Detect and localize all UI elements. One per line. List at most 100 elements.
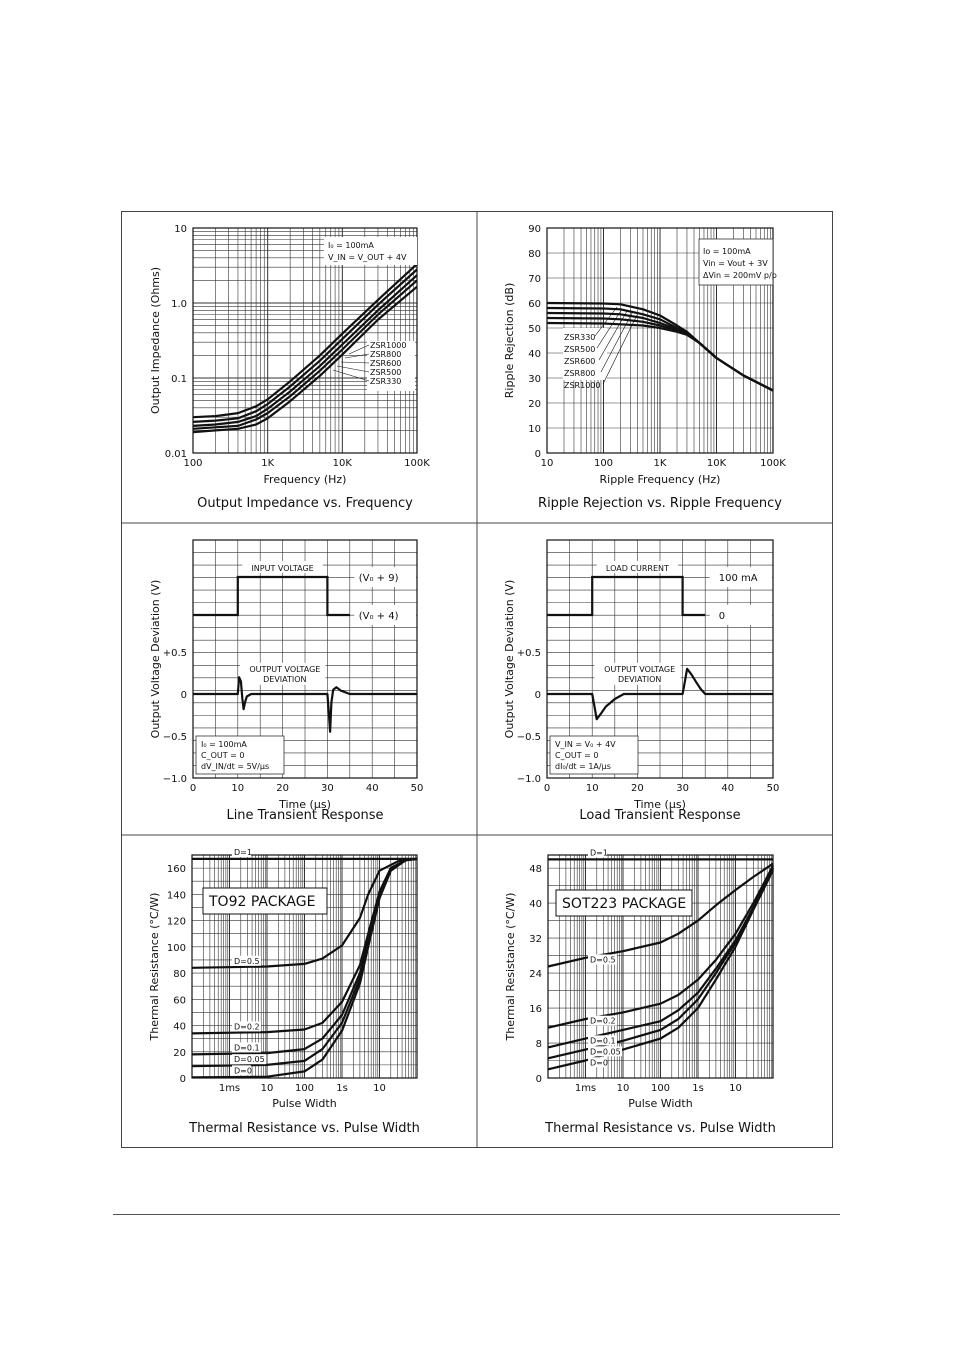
- plot-group: Ripple Rejection vs. Ripple Frequency Rip…: [503, 224, 786, 511]
- series-label-bg: [588, 954, 617, 965]
- x-tick-label: 100: [651, 1083, 670, 1094]
- series-label-d-0-05: D=0.05: [590, 1047, 621, 1056]
- input-step-trace: [547, 575, 706, 617]
- y-tick-label: 0: [181, 690, 187, 701]
- lower-label-bg: [594, 662, 681, 685]
- x-tick-label: 10: [586, 783, 599, 794]
- x-tick-label: 10: [541, 458, 554, 469]
- series-label-d-0-1: D=0.1: [590, 1036, 616, 1045]
- x-tick-label: 10: [617, 1083, 630, 1094]
- lower-label-bg: [240, 662, 326, 685]
- lower-label-line-2: DEVIATION: [263, 675, 306, 684]
- y-tick-label: +0.5: [517, 648, 541, 659]
- x-tick-label: 1s: [336, 1083, 348, 1094]
- y-axis-label: Ripple Rejection (dB): [503, 283, 516, 398]
- series-label-d-0-1: D=0.1: [234, 1043, 260, 1052]
- note-line-3: dV_IN/dt = 5V/µs: [201, 762, 269, 771]
- panel-dividers: [121, 211, 833, 1148]
- x-tick-label: 10: [373, 1083, 386, 1094]
- figure-grid: Output Impedance vs. Frequency Frequency …: [121, 211, 833, 1148]
- chart-svg: Thermal Resistance vs. Pulse Width Pulse …: [148, 846, 420, 1136]
- chart-caption: Thermal Resistance vs. Pulse Width: [544, 1121, 776, 1136]
- leader-line: [340, 361, 370, 364]
- y-tick-label: 80: [528, 249, 541, 260]
- lower-label-line-2: DEVIATION: [618, 675, 661, 684]
- note-line-2: C_OUT = 0: [555, 751, 599, 760]
- level-bg-high: [354, 567, 416, 587]
- x-tick-label: 20: [276, 783, 289, 794]
- y-tick-label: 140: [167, 890, 186, 901]
- x-tick-label: 1K: [261, 458, 274, 469]
- chart-caption: Load Transient Response: [579, 808, 740, 823]
- series-line-zsr800: [192, 268, 418, 423]
- series-line-zsr330: [192, 285, 418, 434]
- x-axis-label: Pulse Width: [628, 1097, 692, 1110]
- y-tick-label: −0.5: [517, 732, 541, 743]
- series-label-d-0: D=0: [590, 1058, 608, 1067]
- y-tick-label: 160: [167, 864, 186, 875]
- y-tick-label: −1.0: [517, 774, 541, 785]
- plot-group: Thermal Resistance vs. Pulse Width Pulse …: [148, 846, 420, 1136]
- x-tick-label: 20: [631, 783, 644, 794]
- y-axis-label: Output Impedance (Ohms): [149, 267, 162, 414]
- plot-frame: [191, 854, 418, 1079]
- y-tick-label: 100: [167, 943, 186, 954]
- y-tick-label: 0: [535, 449, 541, 460]
- x-tick-label: 100: [594, 458, 613, 469]
- series-line-zsr1000: [192, 263, 418, 419]
- y-tick-label: 40: [529, 899, 542, 910]
- note-line-1: I₀ = 100mA: [201, 740, 247, 749]
- upper-label-bg: [596, 561, 679, 573]
- chart-panel-p4: Load Transient Response Time (µs) Output V…: [477, 523, 833, 835]
- series-label-zsr800: ZSR800: [564, 369, 595, 378]
- series-label-zsr600: ZSR600: [564, 357, 595, 366]
- x-tick-label: 10: [261, 1083, 274, 1094]
- y-axis-label: Thermal Resistance (°C/W): [148, 893, 161, 1042]
- x-tick-label: 30: [321, 783, 334, 794]
- series-line-zsr1000: [546, 321, 774, 392]
- leader-line: [332, 369, 370, 382]
- chart-caption: Line Transient Response: [226, 808, 383, 823]
- y-tick-label: 32: [529, 934, 542, 945]
- leader-line: [602, 314, 638, 385]
- plot-group: Output Impedance vs. Frequency Frequency …: [149, 224, 430, 511]
- y-tick-label: 50: [528, 324, 541, 335]
- series-label-bg: [588, 1035, 617, 1046]
- y-tick-label: +0.5: [163, 648, 187, 659]
- series-label-zsr330: ZSR330: [564, 333, 595, 342]
- chart-caption: Output Impedance vs. Frequency: [197, 496, 413, 511]
- plot-frame: [192, 227, 418, 454]
- leader-line: [344, 353, 370, 359]
- x-axis-label: Frequency (Hz): [264, 473, 347, 486]
- series-label-bg: [588, 1046, 622, 1057]
- y-tick-label: −0.5: [163, 732, 187, 743]
- x-tick-label: 30: [676, 783, 689, 794]
- y-tick-label: 16: [529, 1004, 542, 1015]
- y-tick-label: 80: [173, 969, 186, 980]
- series-label-bg: [232, 955, 261, 966]
- series-label-d-0: D=0: [234, 1066, 252, 1075]
- note-box: [195, 735, 285, 775]
- series-line-d-0-2: [547, 865, 774, 1029]
- series-label-d-0-05: D=0.05: [234, 1055, 265, 1064]
- leader-line: [600, 312, 633, 373]
- note-line-1: I₀ = 100mA: [328, 241, 374, 250]
- chart-svg: Ripple Rejection vs. Ripple Frequency Rip…: [503, 224, 786, 511]
- x-tick-label: 10K: [707, 458, 727, 469]
- series-label-zsr1000: ZSR1000: [370, 341, 406, 350]
- series-label-d-0-5: D=0.5: [590, 956, 616, 965]
- level-bg-low: [709, 605, 772, 625]
- label-bg: [367, 341, 415, 391]
- x-tick-label: 100: [183, 458, 202, 469]
- series-label-zsr500: ZSR500: [370, 368, 401, 377]
- upper-trace-label: INPUT VOLTAGE: [251, 564, 313, 573]
- x-tick-label: 100K: [760, 458, 786, 469]
- x-tick-label: 40: [721, 783, 734, 794]
- y-tick-label: 48: [529, 864, 542, 875]
- note-line-1: Io = 100mA: [703, 247, 751, 256]
- y-tick-label: 8: [536, 1039, 542, 1050]
- chart-panel-p1: Output Impedance vs. Frequency Frequency …: [121, 211, 477, 523]
